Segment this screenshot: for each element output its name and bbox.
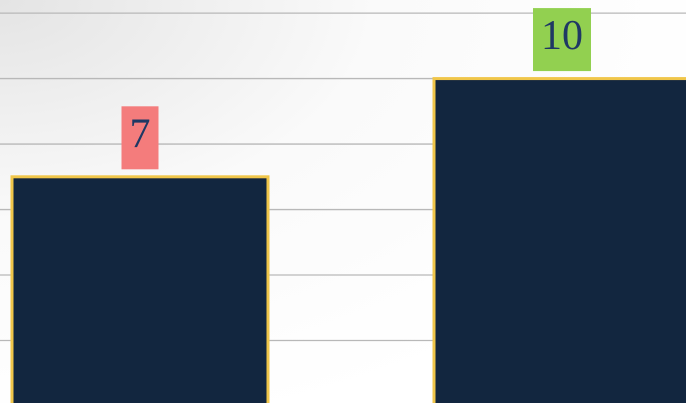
bar [432, 77, 686, 403]
value-label-box [533, 8, 591, 72]
bar [10, 175, 270, 403]
value-label: 10 [541, 13, 583, 59]
value-label-box [121, 106, 159, 170]
value-label: 7 [130, 111, 151, 157]
